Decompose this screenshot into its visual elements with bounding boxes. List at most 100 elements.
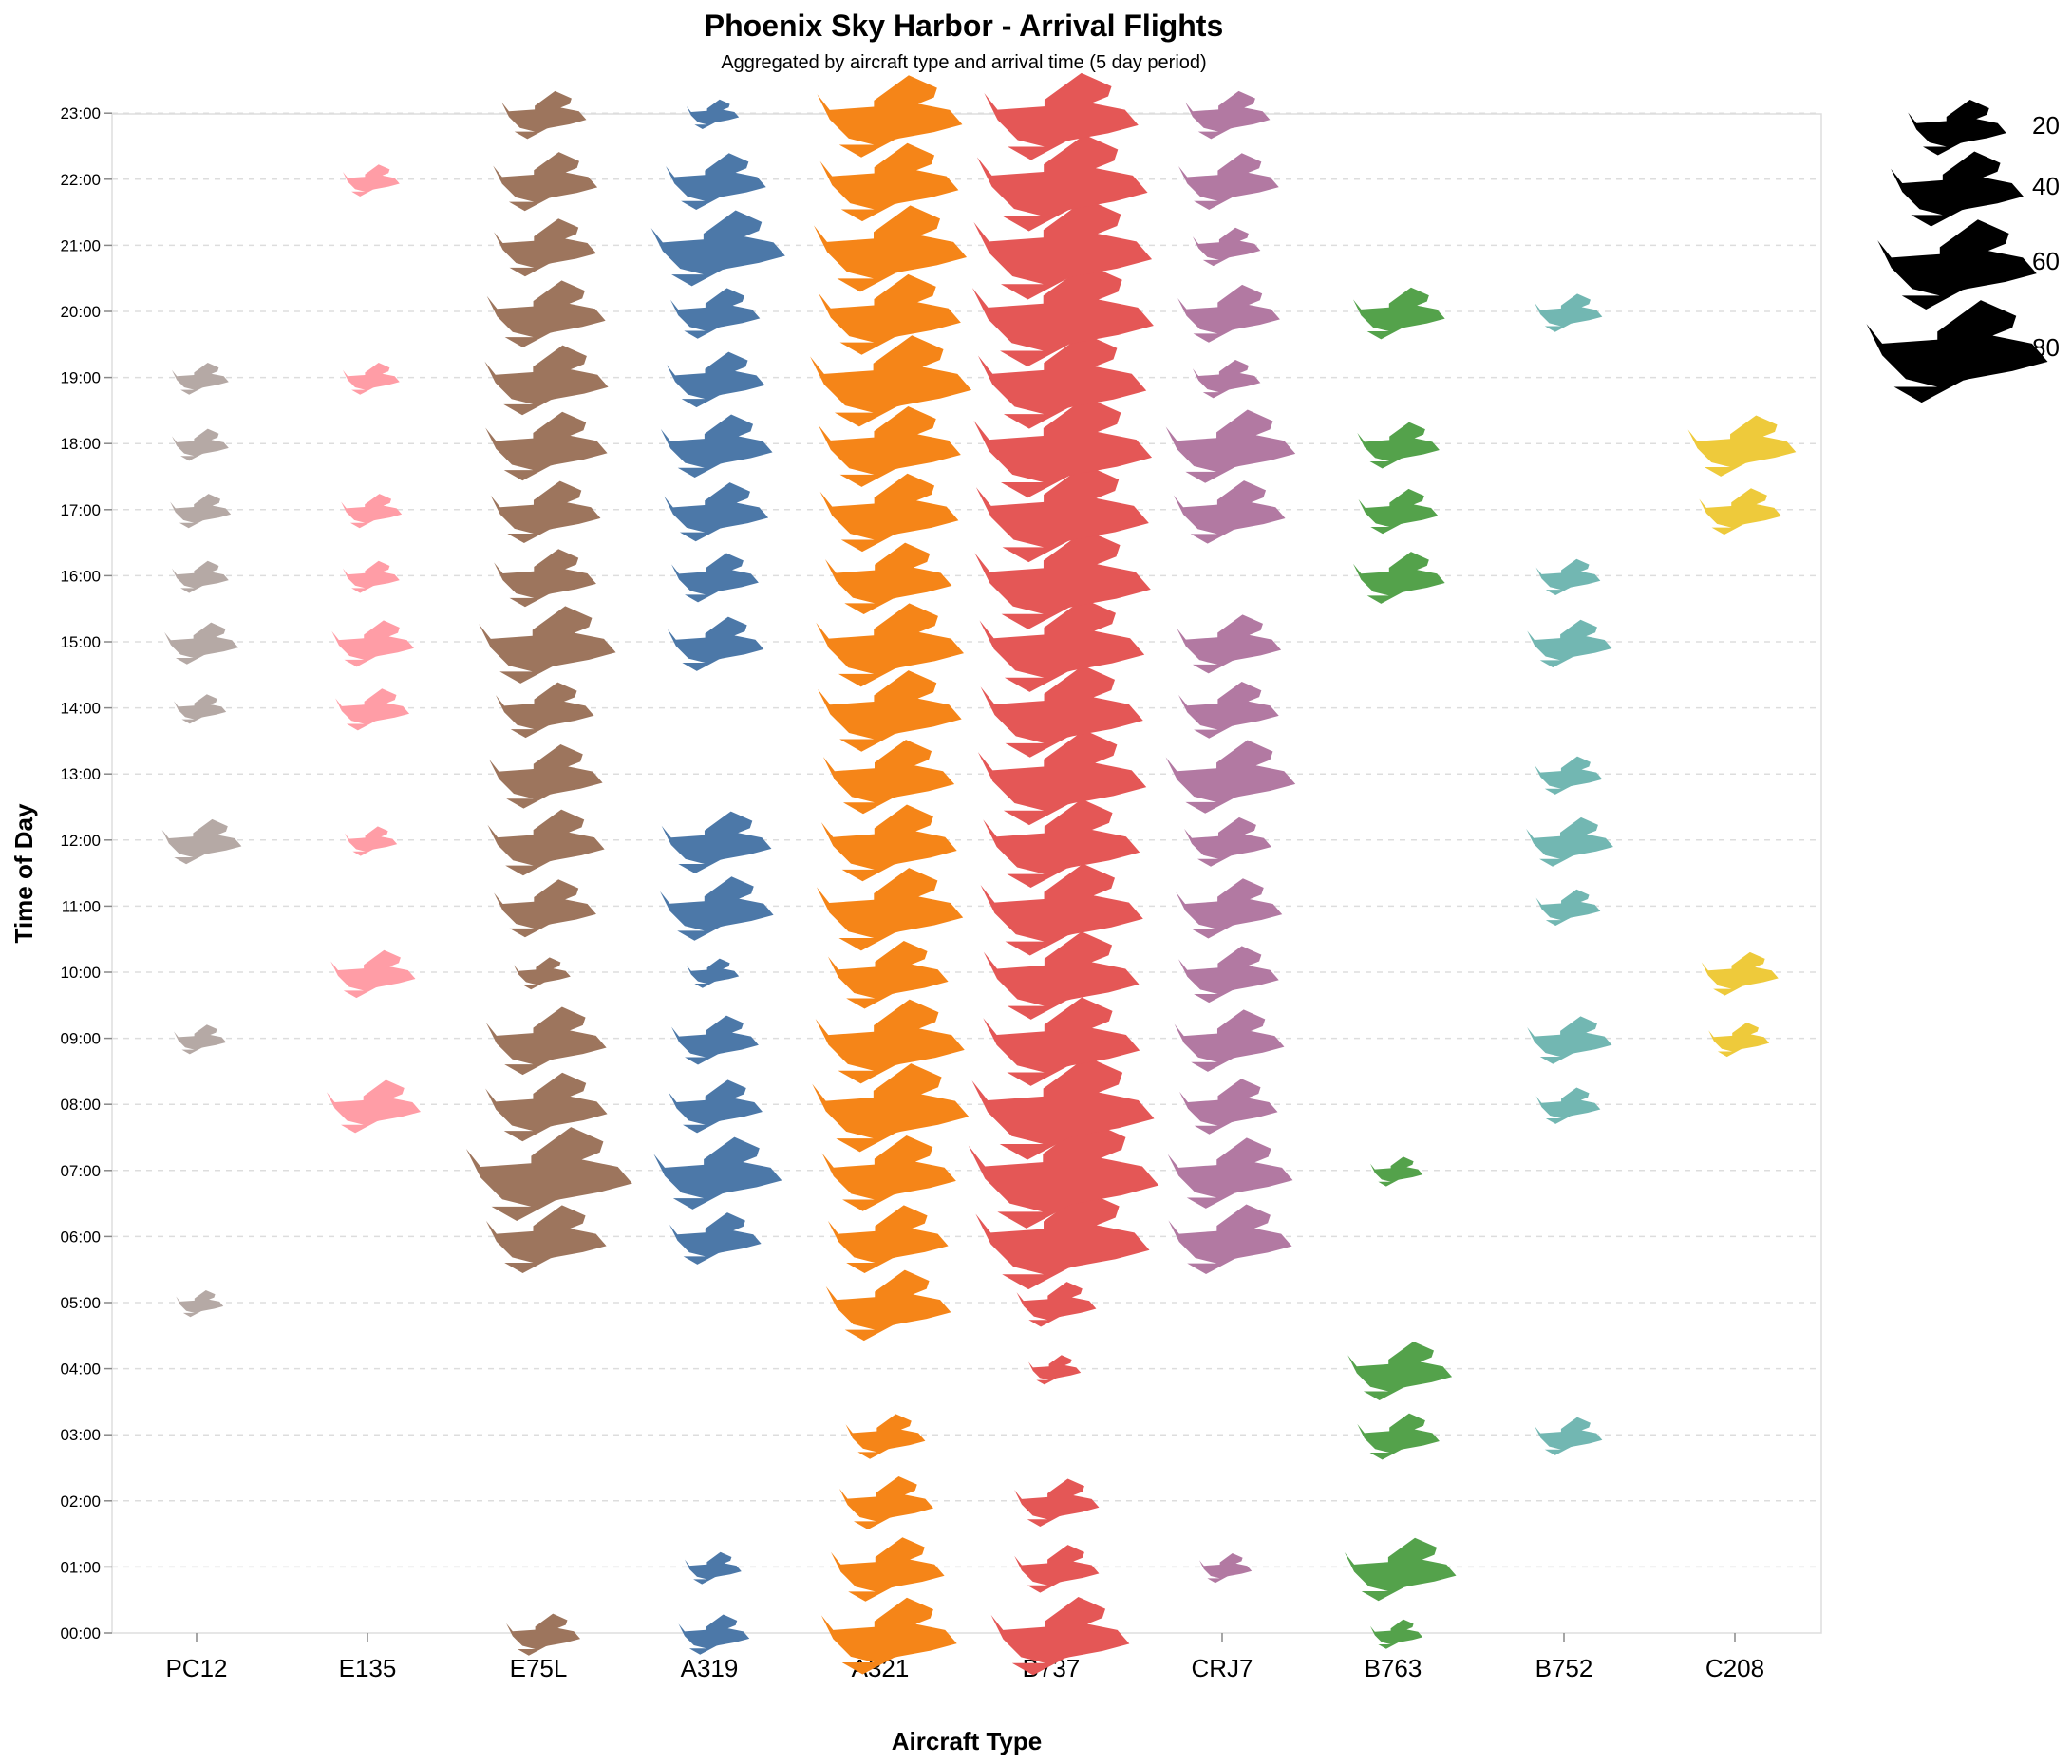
plane-mark	[1178, 1079, 1278, 1135]
plane-mark	[330, 949, 416, 999]
plane-mark	[816, 603, 965, 687]
plane-mark	[1527, 619, 1612, 668]
y-tick-label: 00:00	[60, 1624, 101, 1642]
y-tick-label: 19:00	[60, 369, 101, 387]
plane-mark	[825, 542, 952, 614]
plane-mark	[1527, 1016, 1612, 1064]
plane-mark	[838, 1475, 933, 1529]
plane-mark	[819, 473, 959, 553]
y-tick-label: 14:00	[60, 700, 101, 718]
plane-mark	[827, 1205, 949, 1273]
plot-frame	[111, 113, 1822, 1634]
plane-mark	[171, 362, 229, 395]
plane-mark	[341, 494, 403, 529]
plane-mark	[687, 99, 740, 129]
y-tick-label: 03:00	[60, 1426, 101, 1444]
plane-mark	[1178, 682, 1279, 739]
y-tick-label: 07:00	[60, 1162, 101, 1180]
plane-mark	[489, 744, 603, 809]
y-tick-label: 13:00	[60, 765, 101, 783]
plane-mark	[818, 406, 961, 487]
plane-mark	[1177, 614, 1282, 674]
plane-mark	[1014, 1478, 1100, 1527]
plane-mark	[1534, 756, 1603, 795]
x-tick-label: A319	[681, 1654, 739, 1682]
plane-mark	[1178, 153, 1279, 210]
plane-mark	[1347, 1341, 1453, 1401]
plane-mark	[495, 682, 594, 739]
plane-mark	[479, 606, 616, 684]
plane-mark	[164, 622, 239, 665]
plane-mark	[513, 957, 571, 990]
plane-mark	[684, 1551, 742, 1585]
plane-mark	[1370, 1619, 1423, 1649]
plane-mark	[1352, 552, 1445, 604]
plane-mark	[669, 1212, 762, 1265]
plane-mark	[666, 351, 765, 408]
plane-mark	[650, 210, 785, 287]
legend-plane-icon	[1877, 219, 2037, 310]
plane-mark	[821, 1135, 956, 1211]
plane-mark	[678, 1614, 750, 1655]
legend-plane-icon	[1866, 300, 2048, 403]
plane-mark	[494, 549, 596, 608]
y-tick-label: 18:00	[60, 435, 101, 453]
plane-mark	[1535, 889, 1601, 927]
y-tick-label: 10:00	[60, 964, 101, 982]
plane-mark	[1535, 558, 1601, 596]
plane-mark	[484, 345, 609, 416]
size-legend: 20 40 60 80	[1866, 99, 2060, 403]
plane-mark	[1352, 287, 1445, 340]
plane-mark	[977, 729, 1147, 826]
plane-mark	[1357, 1413, 1440, 1460]
y-tick-label: 04:00	[60, 1361, 101, 1379]
plane-mark	[1708, 1022, 1770, 1058]
y-tick-label: 01:00	[60, 1558, 101, 1576]
legend-label: 20	[2032, 111, 2060, 140]
plane-mark	[1699, 488, 1781, 535]
y-tick-label: 11:00	[62, 897, 101, 915]
plane-mark	[667, 616, 764, 671]
plane-mark	[831, 1537, 945, 1602]
plane-mark	[1344, 1537, 1457, 1602]
plane-mark	[485, 1072, 608, 1142]
plane-mark	[345, 826, 398, 856]
plane-mark	[1687, 415, 1797, 477]
plane-mark	[825, 1269, 951, 1342]
y-tick-label: 23:00	[60, 104, 101, 122]
plane-mark	[490, 480, 601, 544]
x-tick-label: E135	[339, 1654, 397, 1682]
plane-mark	[671, 1015, 759, 1065]
plane-mark	[1174, 1009, 1285, 1072]
plane-mark	[486, 280, 606, 348]
plane-mark	[813, 205, 968, 292]
y-tick-label: 12:00	[60, 832, 101, 850]
plane-mark	[1165, 409, 1296, 483]
plane-mark	[820, 804, 957, 882]
plane-mark	[980, 863, 1143, 956]
plane-mark	[845, 1414, 926, 1459]
plane-mark	[1176, 878, 1283, 939]
chart-title: Phoenix Sky Harbor - Arrival Flights	[705, 9, 1224, 43]
y-tick-label: 06:00	[60, 1228, 101, 1246]
plane-mark	[174, 1024, 227, 1055]
plane-mark	[660, 876, 774, 941]
y-tick-label: 17:00	[60, 501, 101, 519]
plane-mark	[822, 740, 955, 815]
plane-mark	[818, 273, 961, 355]
plane-mark	[670, 288, 761, 339]
plane-mark	[1178, 946, 1279, 1004]
plane-mark	[653, 1136, 782, 1210]
plane-mark	[342, 164, 400, 197]
plane-mark	[1192, 227, 1261, 267]
gridlines	[112, 112, 1821, 1568]
plane-mark	[1534, 293, 1603, 332]
x-axis: PC12 E135 E75L A319 A321 B737 CRJ7 B763 B752 C208	[165, 1633, 1764, 1682]
x-axis-title: Aircraft Type	[892, 1727, 1042, 1755]
y-tick-label: 16:00	[60, 567, 101, 585]
y-tick-label: 02:00	[60, 1492, 101, 1511]
x-tick-label: B752	[1535, 1654, 1593, 1682]
y-axis: 00:00 01:00 02:00 03:00 04:00 05:00 06:00 07:00…	[60, 104, 112, 1642]
x-tick-label: B763	[1365, 1654, 1422, 1682]
